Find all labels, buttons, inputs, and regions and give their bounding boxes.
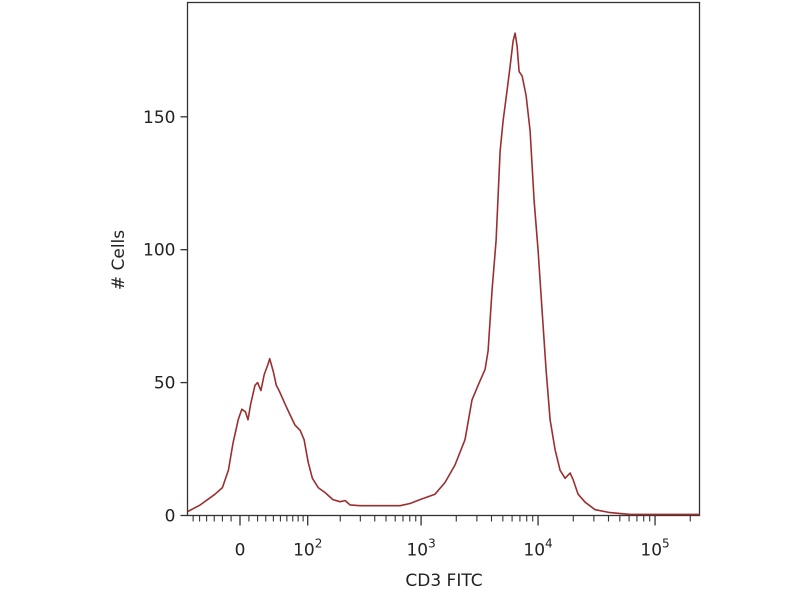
y-tick-label: 50	[154, 374, 176, 394]
x-tick-label: 105	[640, 537, 669, 561]
y-tick-label: 150	[143, 108, 175, 128]
y-tick-label: 0	[165, 507, 176, 527]
x-tick-label: 103	[406, 537, 435, 561]
x-tick-label: 0	[235, 541, 246, 561]
x-tick-label: 104	[523, 537, 552, 561]
x-tick-exponent: 4	[545, 537, 553, 551]
x-tick-base: 10	[293, 541, 315, 561]
x-tick-base: 10	[406, 541, 428, 561]
x-tick-exponent: 3	[428, 537, 436, 551]
x-tick-exponent: 2	[315, 537, 323, 551]
x-tick-base: 10	[640, 541, 662, 561]
x-tick-label: 102	[293, 537, 322, 561]
x-axis-title: CD3 FITC	[405, 571, 482, 591]
x-tick-exponent: 5	[662, 537, 670, 551]
histogram-line	[187, 32, 700, 516]
x-tick-base: 0	[235, 541, 246, 561]
y-axis-title: # Cells	[109, 230, 129, 290]
plot-frame	[186, 1, 701, 517]
x-tick-base: 10	[523, 541, 545, 561]
y-tick-label: 100	[143, 241, 175, 261]
